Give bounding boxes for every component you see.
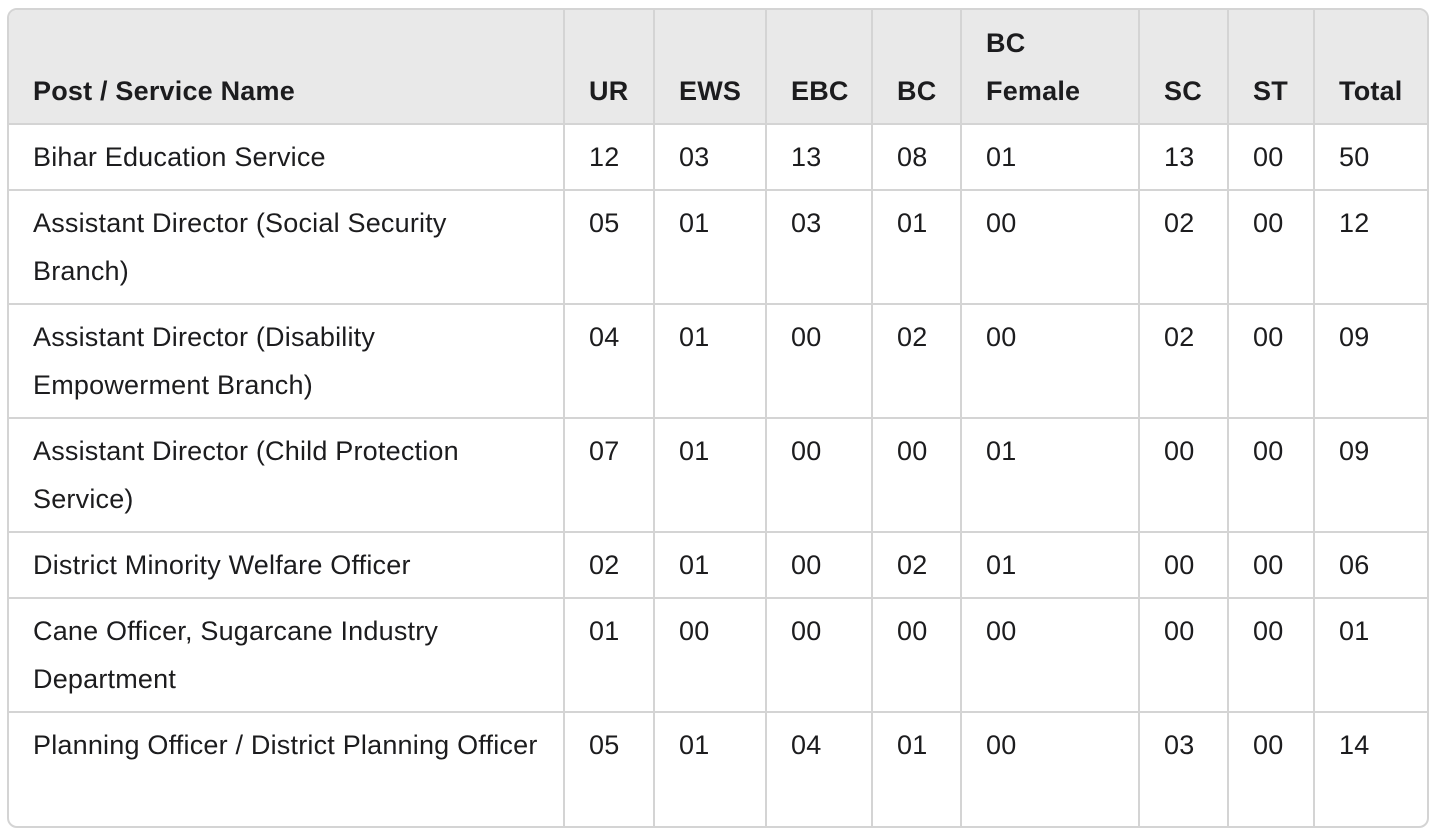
- table-header-row: Post / Service Name UR EWS EBC BC BC Fem…: [9, 10, 1427, 125]
- table-cell: 01: [961, 124, 1140, 191]
- table-cell: 05: [564, 712, 655, 826]
- table-cell: 00: [872, 418, 962, 533]
- table-cell: 04: [766, 712, 873, 826]
- table-cell: 03: [654, 124, 767, 191]
- table-cell: 00: [654, 598, 767, 713]
- table-cell: 00: [1139, 598, 1229, 713]
- post-name-cell: Bihar Education Service: [9, 124, 565, 191]
- post-name-cell: District Minority Welfare Officer: [9, 532, 565, 599]
- table-cell: 00: [766, 598, 873, 713]
- table-cell: 00: [1228, 190, 1315, 305]
- column-header: EWS: [654, 10, 767, 125]
- post-name-cell: Planning Officer / District Planning Off…: [9, 712, 565, 826]
- table-cell: 04: [564, 304, 655, 419]
- vacancy-table-container: Post / Service Name UR EWS EBC BC BC Fem…: [7, 8, 1429, 828]
- table-row: Assistant Director (Social Security Bran…: [9, 190, 1427, 305]
- table-cell: 00: [961, 712, 1140, 826]
- table-cell: 05: [564, 190, 655, 305]
- column-header: EBC: [766, 10, 873, 125]
- table-cell: 01: [872, 712, 962, 826]
- column-header: BC Female: [961, 10, 1140, 125]
- table-cell: 08: [872, 124, 962, 191]
- table-cell: 07: [564, 418, 655, 533]
- total-cell: 12: [1314, 190, 1427, 305]
- table-row: District Minority Welfare Officer 02 01 …: [9, 532, 1427, 599]
- table-cell: 00: [1228, 304, 1315, 419]
- vacancy-table: Post / Service Name UR EWS EBC BC BC Fem…: [9, 10, 1427, 826]
- column-header: Total: [1314, 10, 1427, 125]
- total-cell: 50: [1314, 124, 1427, 191]
- table-cell: 13: [1139, 124, 1229, 191]
- table-cell: 01: [654, 190, 767, 305]
- total-cell: 14: [1339, 730, 1370, 760]
- total-cell: 01: [1314, 598, 1427, 713]
- table-cell: 02: [872, 532, 962, 599]
- post-name-cell: Assistant Director (Child Protection Ser…: [9, 418, 565, 533]
- column-header: Post / Service Name: [9, 10, 565, 125]
- total-cell: 09: [1314, 418, 1427, 533]
- table-cell: 01: [961, 418, 1140, 533]
- post-name-cell: Assistant Director (Disability Empowerme…: [9, 304, 565, 419]
- table-cell: 13: [766, 124, 873, 191]
- table-cell: 00: [1228, 598, 1315, 713]
- table-cell: 03: [1139, 712, 1229, 826]
- table-cell: 03: [766, 190, 873, 305]
- column-header: BC: [872, 10, 962, 125]
- table-cell: 00: [1228, 418, 1315, 533]
- table-cell: 01: [564, 598, 655, 713]
- total-cell: 09: [1314, 304, 1427, 419]
- table-cell: 00: [961, 304, 1140, 419]
- table-row: Assistant Director (Child Protection Ser…: [9, 418, 1427, 533]
- table-cell: 00: [961, 190, 1140, 305]
- table-cell: 00: [766, 304, 873, 419]
- table-cell: 00: [961, 598, 1140, 713]
- table-cell: 02: [1139, 190, 1229, 305]
- table-cell: 02: [1139, 304, 1229, 419]
- table-row: Planning Officer / District Planning Off…: [9, 712, 1427, 826]
- table-cell: 02: [564, 532, 655, 599]
- table-cell: 01: [654, 712, 767, 826]
- column-header: ST: [1228, 10, 1315, 125]
- table-cell: 01: [654, 418, 767, 533]
- table-cell: 00: [766, 418, 873, 533]
- table-cell: 00: [1228, 532, 1315, 599]
- column-header: SC: [1139, 10, 1229, 125]
- table-cell: 01: [654, 532, 767, 599]
- total-cell: 06: [1314, 532, 1427, 599]
- table-cell: 01: [872, 190, 962, 305]
- post-name-cell: Cane Officer, Sugarcane Industry Departm…: [9, 598, 565, 713]
- table-cell: 12: [564, 124, 655, 191]
- table-cell: 00: [1139, 532, 1229, 599]
- column-header: UR: [564, 10, 655, 125]
- table-cell: 01: [654, 304, 767, 419]
- table-cell: 02: [872, 304, 962, 419]
- table-cell: 01: [961, 532, 1140, 599]
- table-cell: 00: [1139, 418, 1229, 533]
- table-row: Cane Officer, Sugarcane Industry Departm…: [9, 598, 1427, 713]
- table-cell: 00: [766, 532, 873, 599]
- post-name-cell: Assistant Director (Social Security Bran…: [9, 190, 565, 305]
- table-cell: 00: [1228, 712, 1315, 826]
- table-row: Assistant Director (Disability Empowerme…: [9, 304, 1427, 419]
- table-cell: 00: [872, 598, 962, 713]
- table-row: Bihar Education Service 12 03 13 08 01 1…: [9, 124, 1427, 191]
- table-cell: 00: [1228, 124, 1315, 191]
